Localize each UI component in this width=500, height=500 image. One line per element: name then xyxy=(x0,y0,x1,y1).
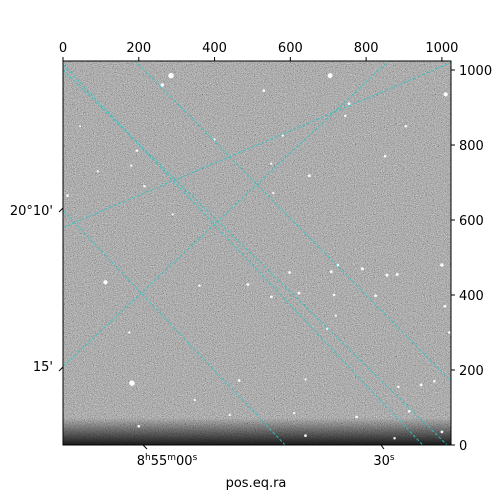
dec-tick-label-2: 15' xyxy=(33,360,53,375)
star-point xyxy=(297,291,301,295)
ra-tick-label-2: 30s xyxy=(373,453,395,469)
x-tick-label: 400 xyxy=(202,41,227,56)
x-axis-title: pos.eq.ra xyxy=(226,476,287,491)
ra-axis: 8h55m00s 30s pos.eq.ra xyxy=(137,444,395,491)
star-point xyxy=(304,378,307,381)
star-point xyxy=(448,331,451,334)
grid-line xyxy=(63,62,451,228)
star-point xyxy=(440,430,444,434)
star-point xyxy=(419,383,423,387)
star-point xyxy=(128,331,131,334)
star-point xyxy=(304,434,307,438)
star-point xyxy=(433,379,436,383)
grid-line xyxy=(63,64,424,445)
star-point xyxy=(237,379,241,382)
y-tick-label: 800 xyxy=(459,139,484,154)
grid-line xyxy=(63,69,448,445)
star-point xyxy=(336,263,340,267)
grid-line xyxy=(63,210,286,445)
sky-image xyxy=(63,61,451,445)
star-point xyxy=(130,164,133,167)
star-point xyxy=(171,213,175,216)
y-tick-label: 1000 xyxy=(459,64,492,79)
coordinate-grid xyxy=(63,61,451,445)
star-point xyxy=(407,409,411,413)
stars-layer xyxy=(66,72,451,440)
star-point xyxy=(288,271,291,274)
star-point xyxy=(329,270,333,274)
x-tick-label: 0 xyxy=(59,41,67,56)
star-point xyxy=(327,73,333,79)
star-point xyxy=(269,295,273,299)
star-point xyxy=(96,170,99,173)
star-point xyxy=(272,191,275,195)
x-tick-label: 200 xyxy=(126,41,151,56)
plot-frame xyxy=(62,60,452,446)
ra-tick-label-1: 8h55m00s xyxy=(137,453,198,469)
star-point xyxy=(213,138,216,141)
star-point xyxy=(334,314,337,317)
grid-line xyxy=(63,61,390,367)
star-point xyxy=(393,436,396,440)
star-point xyxy=(332,293,336,297)
star-point xyxy=(383,154,387,158)
star-point xyxy=(103,280,108,285)
star-point xyxy=(347,102,351,106)
dec-tick-mark xyxy=(58,207,64,213)
star-point xyxy=(135,149,139,152)
star-point xyxy=(307,174,311,178)
star-point xyxy=(281,134,284,137)
star-point xyxy=(143,184,146,188)
star-point xyxy=(66,194,69,198)
star-point xyxy=(344,114,347,118)
star-point xyxy=(79,125,82,128)
star-point xyxy=(360,267,364,271)
grid-line xyxy=(134,61,451,382)
star-point xyxy=(129,380,135,386)
ra-tick-mark xyxy=(142,444,148,450)
y-tick-label: 0 xyxy=(459,439,467,454)
star-point xyxy=(270,162,273,165)
ra-tick-mark xyxy=(380,444,385,450)
pixel-x-axis: 0 200 400 600 800 1000 xyxy=(59,41,458,61)
star-point xyxy=(395,272,399,276)
star-point xyxy=(160,83,165,87)
pixel-y-axis: 0 200 400 600 800 1000 xyxy=(451,64,492,454)
star-point xyxy=(443,304,447,308)
y-tick-label: 400 xyxy=(459,289,484,304)
star-point xyxy=(228,413,231,417)
star-point xyxy=(246,283,250,286)
dec-axis: 20°10' 15' xyxy=(10,204,64,375)
x-tick-label: 600 xyxy=(278,41,303,56)
star-point xyxy=(443,92,448,97)
y-tick-label: 200 xyxy=(459,364,484,379)
star-point xyxy=(385,273,389,277)
star-point xyxy=(137,424,141,428)
star-point xyxy=(262,89,266,93)
star-point xyxy=(168,72,174,79)
x-tick-label: 800 xyxy=(354,41,379,56)
star-point xyxy=(440,263,444,267)
star-point xyxy=(293,412,296,415)
x-tick-label: 1000 xyxy=(425,41,458,56)
dec-tick-mark xyxy=(58,366,64,372)
dec-tick-label-1: 20°10' xyxy=(10,204,53,219)
star-point xyxy=(355,415,359,419)
star-point xyxy=(374,294,377,298)
star-point xyxy=(198,284,201,287)
star-point xyxy=(193,398,196,402)
star-point xyxy=(404,124,408,128)
star-point xyxy=(397,385,400,389)
y-tick-label: 600 xyxy=(459,214,484,229)
